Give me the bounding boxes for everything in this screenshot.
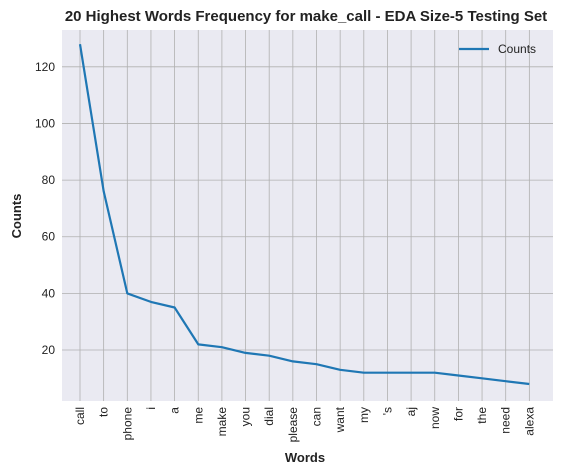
x-tick-label: want: [333, 406, 347, 433]
y-tick-label: 40: [42, 286, 56, 300]
x-tick-label: me: [191, 407, 205, 424]
x-tick-label: alexa: [522, 407, 536, 436]
x-tick-label: need: [499, 407, 513, 434]
x-tick-label: you: [239, 407, 253, 426]
x-tick-label: a: [168, 407, 182, 414]
y-axis-ticks: 20 40 60 80 100 120: [35, 60, 55, 357]
y-axis-label: Counts: [9, 194, 24, 239]
x-axis-label: Words: [285, 450, 325, 465]
x-tick-label: please: [286, 407, 300, 443]
y-tick-label: 120: [35, 60, 55, 74]
x-tick-label: make: [215, 407, 229, 437]
y-tick-label: 80: [42, 173, 56, 187]
x-tick-label: i: [144, 407, 158, 410]
series-line-counts: [78, 44, 530, 386]
x-tick-label: can: [310, 407, 324, 426]
x-tick-label: 's: [380, 407, 394, 415]
legend: Counts: [459, 42, 536, 56]
grid-lines: [62, 30, 553, 401]
x-tick-label: my: [357, 407, 371, 423]
plot-area: [62, 30, 553, 401]
x-tick-label: the: [475, 407, 489, 424]
x-tick-label: dial: [262, 407, 276, 426]
legend-label-counts: Counts: [498, 42, 536, 56]
x-tick-label: to: [97, 407, 111, 417]
y-tick-label: 20: [42, 343, 56, 357]
x-tick-label: aj: [404, 407, 418, 416]
x-tick-label: phone: [120, 407, 134, 441]
x-tick-label: for: [451, 407, 465, 421]
x-tick-label: now: [428, 407, 442, 429]
chart-title: 20 Highest Words Frequency for make_call…: [65, 8, 547, 25]
x-tick-label: call: [73, 407, 87, 425]
y-tick-label: 100: [35, 116, 55, 130]
x-axis-ticks: call to phone i a me make you dial please can want m…: [73, 406, 536, 442]
y-tick-label: 60: [42, 230, 56, 244]
